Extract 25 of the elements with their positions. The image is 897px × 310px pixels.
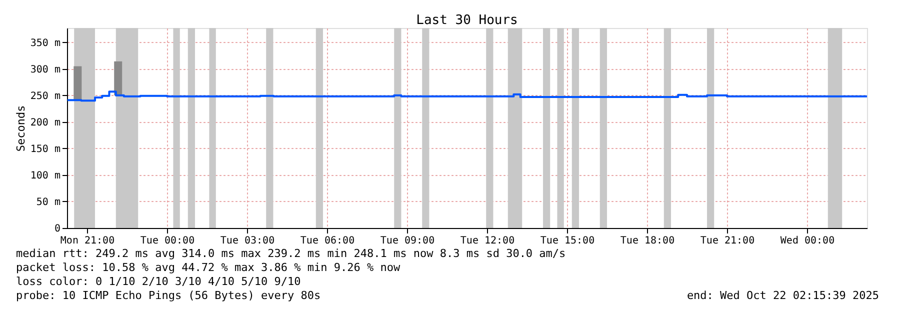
x-tick-label: Tue 06:00 xyxy=(300,236,355,246)
y-tick-label: 150 m xyxy=(30,144,60,155)
y-axis-title: Seconds xyxy=(14,105,28,152)
y-tick-label: 50 m xyxy=(36,196,60,208)
y-tick-label: 350 m xyxy=(30,38,60,49)
x-tick-label: Tue 15:00 xyxy=(540,236,595,246)
y-tick-label: 300 m xyxy=(30,64,60,76)
x-tick-label: Tue 12:00 xyxy=(460,236,515,246)
x-tick-label: Tue 03:00 xyxy=(220,236,275,246)
text: loss color: 0 1/10 2/10 3/10 4/10 5/10 9/10 xyxy=(16,275,301,288)
x-tick-label: Tue 09:00 xyxy=(380,236,435,246)
x-tick-label: Tue 21:00 xyxy=(700,236,755,246)
x-tick-label: Mon 21:00 xyxy=(60,236,115,246)
y-tick-label: 0 xyxy=(54,224,60,234)
y-tick-label: 250 m xyxy=(30,90,60,102)
x-tick-label: Tue 00:00 xyxy=(140,236,195,246)
text: end: Wed Oct 22 02:15:39 2025 xyxy=(686,289,879,302)
text: probe: 10 ICMP Echo Pings (56 Bytes) every 80s xyxy=(16,289,321,302)
x-tick-label: Tue 18:00 xyxy=(620,236,675,246)
y-tick-label: 100 m xyxy=(30,170,60,182)
text: packet loss: 10.58 % avg 44.72 % max 3.86 % min 9.26 % now xyxy=(16,261,400,274)
x-tick-label: Wed 00:00 xyxy=(780,236,835,246)
chart-title: Last 30 Hours xyxy=(416,13,518,28)
y-tick-label: 200 m xyxy=(30,117,60,128)
text: median rtt: 249.2 ms avg 314.0 ms max 239.2 ms min 248.1 ms now 8.3 ms sd 30.0 am/s xyxy=(16,247,566,260)
